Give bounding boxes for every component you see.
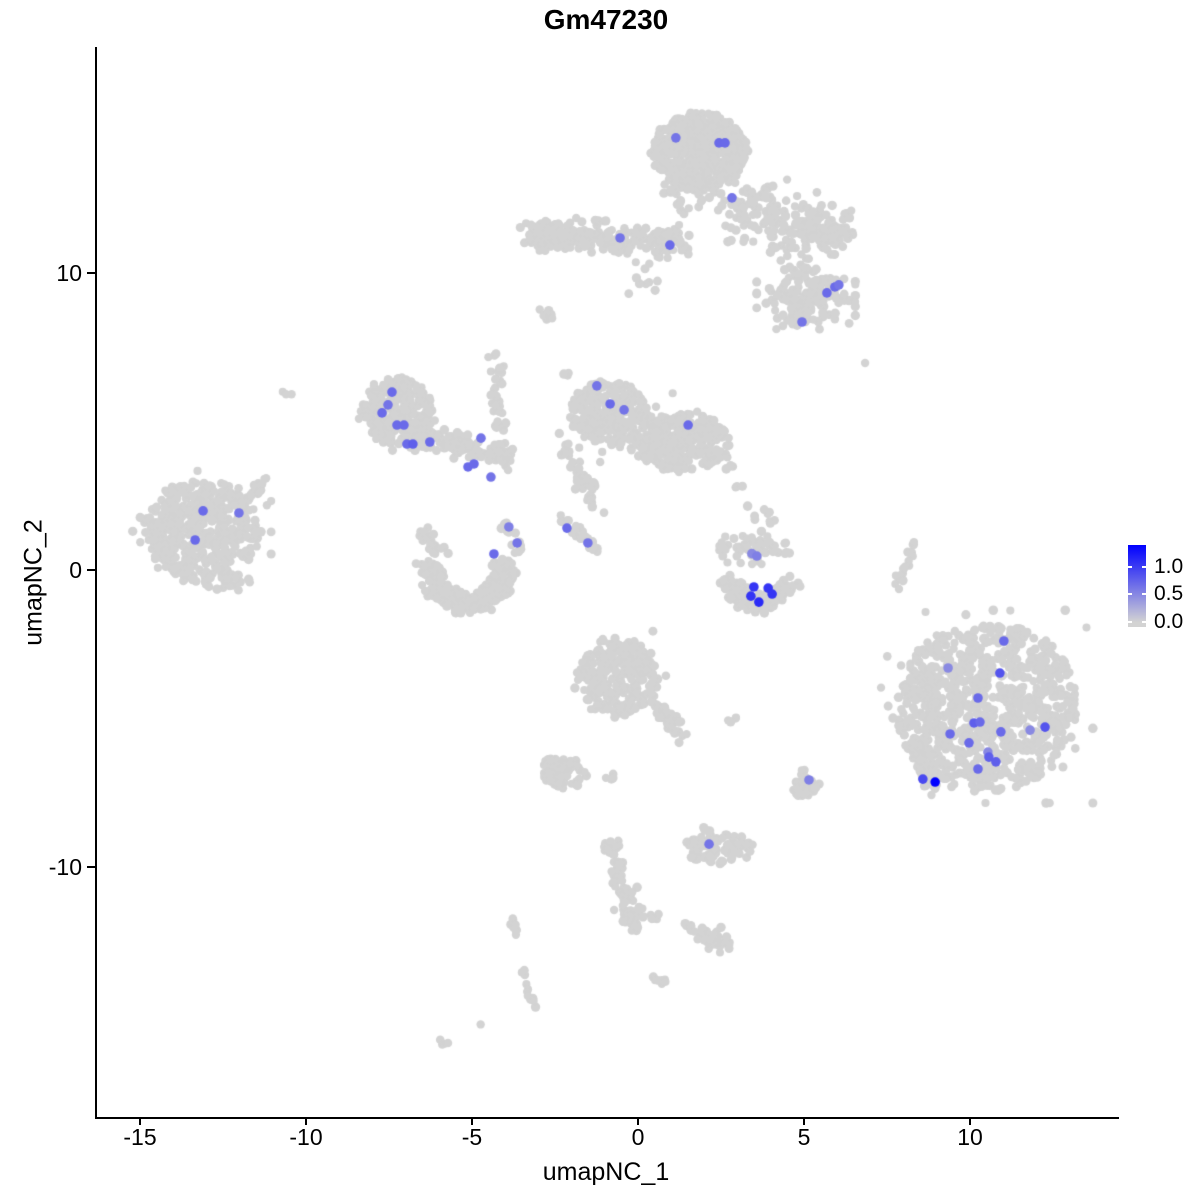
x-tick-label: 10 — [957, 1124, 983, 1150]
plot-panel — [95, 47, 1119, 1119]
y-axis-tick-mark — [87, 569, 95, 571]
y-tick-label: 0 — [69, 557, 82, 583]
y-tick-label: 10 — [56, 260, 82, 286]
colorbar-label: 0.0 — [1154, 610, 1184, 634]
x-tick-label: 0 — [631, 1124, 645, 1150]
y-axis-tick-mark — [87, 866, 95, 868]
y-axis-tick-mark — [87, 272, 95, 274]
x-axis-tick-mark — [471, 1117, 473, 1125]
x-axis-tick-mark — [969, 1117, 971, 1125]
colorbar-break-tick — [1142, 566, 1146, 569]
colorbar-label: 0.5 — [1154, 582, 1184, 606]
x-axis-tick-mark — [139, 1117, 141, 1125]
umap-scatter-canvas — [97, 47, 1119, 1117]
x-tick-label: -10 — [289, 1124, 323, 1150]
x-axis-tick-mark — [305, 1117, 307, 1125]
y-tick-label: -10 — [48, 854, 82, 880]
colorbar-break-tick — [1128, 566, 1132, 569]
plot-title: Gm47230 — [543, 4, 669, 35]
x-axis-tick-mark — [803, 1117, 805, 1125]
colorbar-label: 1.0 — [1154, 555, 1184, 579]
x-tick-label: 5 — [797, 1124, 811, 1150]
colorbar-break-tick — [1128, 593, 1132, 596]
x-tick-label: -15 — [123, 1124, 157, 1150]
colorbar-gradient — [1128, 545, 1146, 627]
colorbar-break-tick — [1142, 621, 1146, 624]
x-tick-label: -5 — [461, 1124, 483, 1150]
x-axis-tick-mark — [637, 1117, 639, 1125]
colorbar-break-tick — [1128, 621, 1132, 624]
colorbar-break-tick — [1142, 593, 1146, 596]
x-axis-title: umapNC_1 — [542, 1158, 670, 1186]
